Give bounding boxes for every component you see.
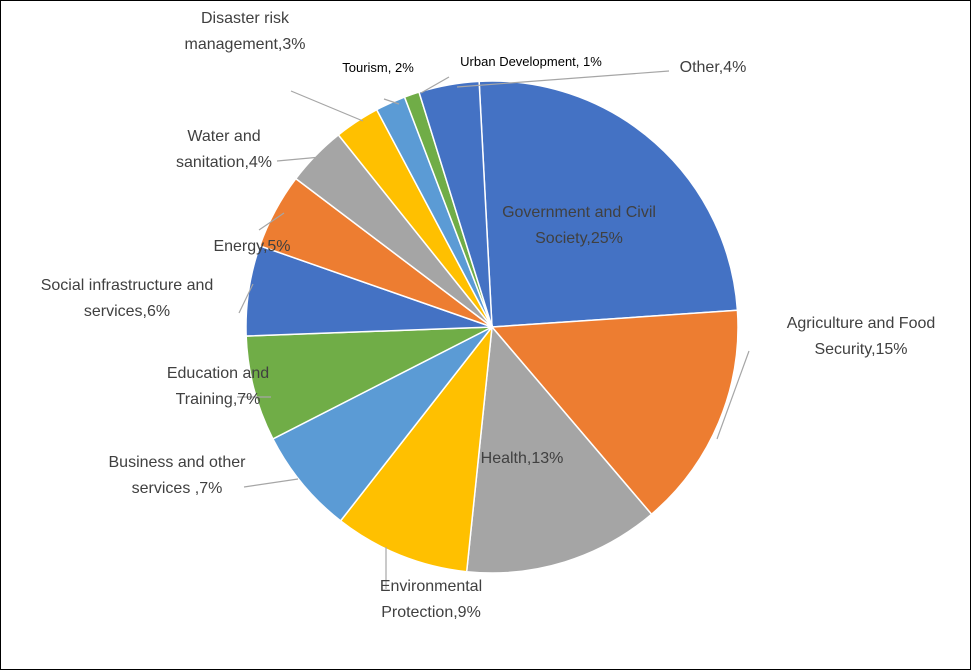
slice-label-line: Other,4% <box>680 59 747 76</box>
pie-slice-business-and-other <box>271 326 493 522</box>
slice-label-line: Security,15% <box>814 341 907 358</box>
slices-layer <box>245 80 739 574</box>
pie-slice-environmental <box>339 324 494 573</box>
slice-label-line: Training,7% <box>176 391 261 408</box>
slice-label-energy-5: Energy,5% <box>213 238 290 255</box>
leader-line-social-infrastructure-and <box>238 283 254 314</box>
slice-label-line: Tourism, 2% <box>342 60 414 75</box>
pie-slice-agriculture-and-food <box>490 309 739 516</box>
leader-line-water-and <box>276 156 322 162</box>
leader-line-energy-5 <box>258 212 285 231</box>
slice-label-education-and: Education and Training,7% <box>167 365 269 408</box>
slice-label-line: Environmental <box>380 578 482 595</box>
leaders-layer <box>237 70 750 589</box>
leader-line-business-and-other <box>243 478 299 488</box>
labels-layer: Government and Civil Society,25% Agricultu… <box>41 10 936 621</box>
slice-label-line: Agriculture and Food <box>787 315 936 332</box>
slice-label-business-and-other: Business and other services ,7% <box>109 454 247 497</box>
slice-label-line: services,6% <box>84 303 170 320</box>
leader-line-disaster-risk <box>290 90 364 122</box>
leader-line-tourism-2 <box>383 98 400 105</box>
slice-label-line: Urban Development, 1% <box>460 54 602 69</box>
slice-label-line: Protection,9% <box>381 604 481 621</box>
pie-slice-government-and-civil <box>478 80 739 328</box>
slice-label-line: Education and <box>167 365 269 382</box>
pie-slice-health-13 <box>465 325 653 574</box>
leader-line-urban-development-1 <box>420 76 450 94</box>
slice-label-agriculture-and-food: Agriculture and Food Security,15% <box>787 315 936 358</box>
slice-label-tourism-2: Tourism, 2% <box>342 60 414 75</box>
slice-label-line: Disaster risk <box>201 10 290 27</box>
slice-label-line: Business and other <box>109 454 247 471</box>
pie-slice-other-4 <box>418 80 493 328</box>
slice-label-environmental: Environmental Protection,9% <box>380 578 482 621</box>
slice-label-government-and-civil: Government and Civil Society,25% <box>502 204 656 247</box>
slice-label-social-infrastructure-and: Social infrastructure and services,6% <box>41 277 214 320</box>
slice-label-other-4: Other,4% <box>680 59 747 76</box>
slice-label-line: services ,7% <box>132 480 223 497</box>
slice-label-line: Government and Civil <box>502 204 656 221</box>
slice-label-health-13: Health,13% <box>481 450 564 467</box>
slice-label-line: Energy,5% <box>213 238 290 255</box>
leader-line-agriculture-and-food <box>716 350 750 440</box>
slice-label-line: management,3% <box>185 36 306 53</box>
slice-label-line: Health,13% <box>481 450 564 467</box>
leader-line-other-4 <box>456 70 670 88</box>
slice-label-line: sanitation,4% <box>176 154 272 171</box>
slice-label-water-and: Water and sanitation,4% <box>176 128 272 171</box>
slice-label-line: Social infrastructure and <box>41 277 214 294</box>
slice-label-urban-development-1: Urban Development, 1% <box>460 54 602 69</box>
pie-slice-education-and <box>245 326 493 440</box>
slice-label-line: Society,25% <box>535 230 623 247</box>
slice-label-disaster-risk: Disaster risk management,3% <box>185 10 306 53</box>
slice-label-line: Water and <box>187 128 260 145</box>
